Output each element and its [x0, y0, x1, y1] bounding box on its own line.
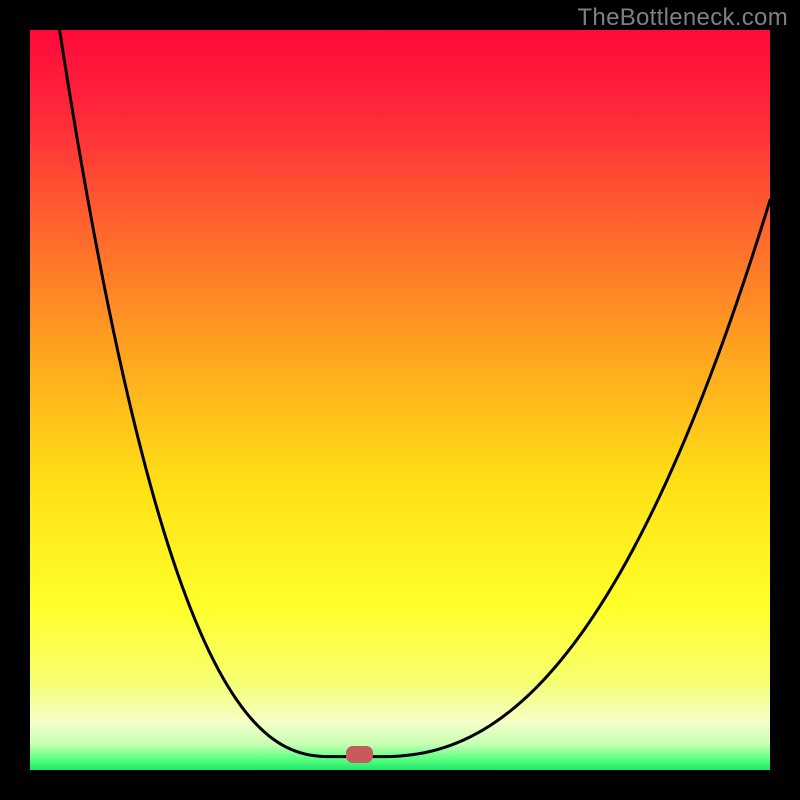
watermark-text: TheBottleneck.com — [577, 4, 788, 32]
bottleneck-chart — [0, 0, 800, 800]
chart-background-gradient — [30, 30, 770, 770]
optimal-point-marker — [346, 746, 373, 763]
chart-stage: TheBottleneck.com — [0, 0, 800, 800]
